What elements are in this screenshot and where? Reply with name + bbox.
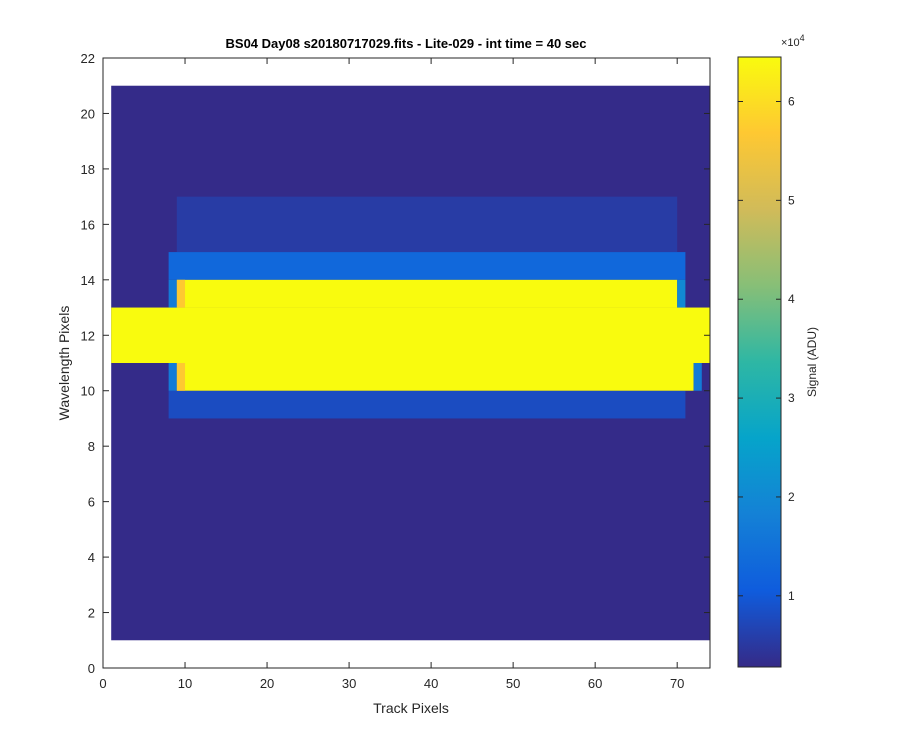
heatmap-region-edge-left-upper	[168, 279, 177, 308]
x-tick-label: 0	[99, 676, 106, 691]
colorbar-tick-label: 6	[788, 94, 795, 108]
colorbar-tick-label: 1	[788, 589, 795, 603]
colorbar-tick-label: 3	[788, 391, 795, 405]
y-tick-label: 20	[81, 106, 95, 121]
y-tick-label: 16	[81, 217, 95, 232]
plot-box	[102, 57, 711, 669]
heatmap-region-saturated-band-center	[111, 307, 710, 363]
colorbar-multiplier-exponent: 4	[800, 33, 805, 43]
colorbar-multiplier-base: ×10	[781, 37, 800, 49]
y-axis-label: Wavelength Pixels	[56, 306, 72, 421]
heatmap-region-saturated-band-lower	[176, 363, 694, 391]
x-tick-label: 50	[506, 676, 520, 691]
x-tick-label: 10	[178, 676, 192, 691]
y-axis-ticks: 0 2 4 6 8 10 12 14 16 18 20 22	[81, 51, 710, 676]
y-tick-label: 14	[81, 273, 95, 288]
colorbar-label: Signal (ADU)	[805, 327, 819, 397]
x-tick-label: 70	[670, 676, 684, 691]
heatmap-region-edge-right-upper	[677, 279, 686, 308]
colorbar-tick-label: 5	[788, 193, 795, 207]
plot-area: 0 10 20 30 40 50 60 70 0 2 4 6 8 10 12 14 16 18 20 22	[81, 51, 711, 691]
heatmap-region-edge-orange-upper	[176, 279, 186, 308]
y-tick-label: 4	[88, 550, 95, 565]
x-tick-label: 30	[342, 676, 356, 691]
x-axis-ticks: 0 10 20 30 40 50 60 70	[99, 58, 684, 691]
colorbar-multiplier: ×104	[781, 33, 805, 49]
y-tick-label: 2	[88, 606, 95, 621]
heatmap-region-saturated-band-upper	[176, 279, 678, 308]
y-tick-label: 18	[81, 162, 95, 177]
y-tick-label: 8	[88, 439, 95, 454]
colorbar-tick-label: 2	[788, 490, 795, 504]
colorbar-ticks: 1 2 3 4 5 6	[738, 94, 795, 603]
y-tick-label: 6	[88, 495, 95, 510]
colorbar-gradient	[738, 57, 781, 667]
heatmap-cells	[111, 85, 710, 641]
x-tick-label: 40	[424, 676, 438, 691]
heatmap-region-upper-halo-outer	[176, 196, 678, 253]
y-tick-label: 0	[88, 661, 95, 676]
x-axis-label: Track Pixels	[373, 700, 449, 716]
y-tick-label: 10	[81, 384, 95, 399]
heatmap-region-upper-halo-inner	[168, 252, 686, 280]
y-tick-label: 22	[81, 51, 95, 66]
chart-title: BS04 Day08 s20180717029.fits - Lite-029 …	[226, 36, 587, 51]
heatmap-region-edge-left-lower	[168, 363, 177, 391]
colorbar-tick-label: 4	[788, 292, 795, 306]
x-tick-label: 60	[588, 676, 602, 691]
heatmap-region-edge-orange-lower	[176, 363, 186, 391]
x-tick-label: 20	[260, 676, 274, 691]
heatmap-region-edge-right-lower	[693, 363, 702, 391]
colorbar-box	[737, 56, 782, 668]
heatmap-region-lower-halo	[168, 390, 686, 419]
y-tick-label: 12	[81, 328, 95, 343]
